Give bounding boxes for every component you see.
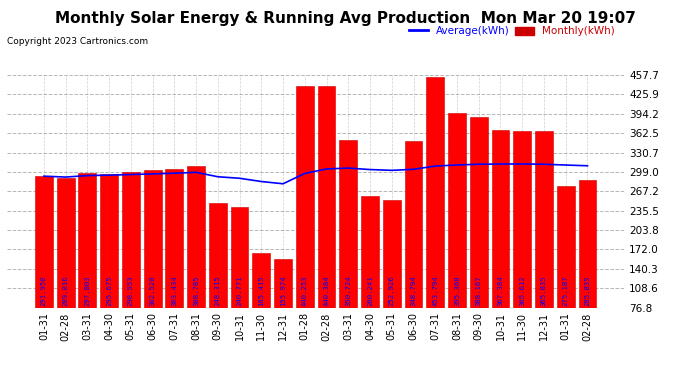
Text: Copyright 2023 Cartronics.com: Copyright 2023 Cartronics.com: [7, 38, 148, 46]
Bar: [404, 141, 422, 308]
Text: 348.794: 348.794: [411, 276, 417, 306]
Bar: [361, 195, 379, 308]
Bar: [578, 180, 596, 308]
Text: 260.241: 260.241: [367, 276, 373, 306]
Text: 302.520: 302.520: [150, 276, 156, 306]
Text: Monthly Solar Energy & Running Avg Production  Mon Mar 20 19:07: Monthly Solar Energy & Running Avg Produ…: [55, 11, 635, 26]
Bar: [448, 113, 466, 308]
Text: 252.926: 252.926: [388, 276, 395, 306]
Text: 350.724: 350.724: [345, 276, 351, 306]
Text: 308.785: 308.785: [193, 276, 199, 306]
Bar: [339, 140, 357, 308]
Text: 365.612: 365.612: [520, 276, 525, 306]
Text: 440.253: 440.253: [302, 276, 308, 306]
Text: 275.187: 275.187: [563, 276, 569, 306]
Bar: [557, 186, 575, 308]
Text: 289.016: 289.016: [63, 276, 68, 306]
Bar: [230, 207, 248, 308]
Bar: [100, 174, 118, 308]
Bar: [274, 259, 292, 308]
Bar: [383, 200, 401, 308]
Text: 297.803: 297.803: [84, 276, 90, 306]
Legend: Average(kWh), Monthly(kWh): Average(kWh), Monthly(kWh): [405, 22, 619, 40]
Bar: [35, 176, 53, 308]
Text: 155.974: 155.974: [280, 276, 286, 306]
Text: 365.835: 365.835: [541, 276, 547, 306]
Text: 165.415: 165.415: [258, 276, 264, 306]
Text: 248.315: 248.315: [215, 276, 221, 306]
Text: 295.675: 295.675: [106, 276, 112, 306]
Bar: [166, 169, 184, 308]
Bar: [513, 131, 531, 308]
Bar: [122, 172, 140, 308]
Text: 440.384: 440.384: [324, 276, 330, 306]
Bar: [470, 117, 488, 308]
Bar: [426, 77, 444, 308]
Bar: [317, 86, 335, 308]
Bar: [491, 130, 509, 308]
Bar: [209, 203, 227, 308]
Bar: [187, 166, 205, 308]
Bar: [57, 178, 75, 308]
Text: 291.950: 291.950: [41, 276, 47, 306]
Text: 388.167: 388.167: [475, 276, 482, 306]
Text: 303.434: 303.434: [171, 276, 177, 306]
Text: 298.553: 298.553: [128, 276, 134, 306]
Text: 367.384: 367.384: [497, 276, 504, 306]
Bar: [253, 254, 270, 308]
Text: 240.771: 240.771: [237, 276, 243, 306]
Bar: [296, 86, 314, 308]
Text: 395.368: 395.368: [454, 276, 460, 306]
Bar: [79, 172, 97, 308]
Text: 453.794: 453.794: [432, 276, 438, 306]
Text: 285.835: 285.835: [584, 276, 591, 306]
Bar: [535, 131, 553, 308]
Bar: [144, 170, 161, 308]
